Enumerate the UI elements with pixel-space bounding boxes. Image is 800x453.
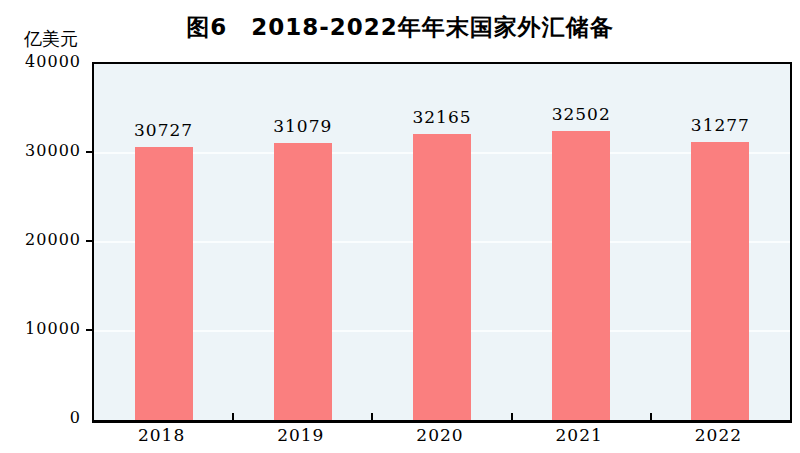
y-axis-tick-mark	[86, 329, 93, 331]
x-axis-boundary-tick	[650, 413, 652, 420]
bar-2022	[691, 142, 749, 420]
y-axis-tick-label: 0	[11, 408, 81, 427]
bar-2021	[552, 131, 610, 420]
x-axis-boundary-tick	[371, 413, 373, 420]
x-axis-boundary-tick	[511, 413, 513, 420]
chart-title: 图6 2018-2022年年末国家外汇储备	[0, 12, 800, 43]
x-axis-tick-label-2019: 2019	[231, 425, 370, 445]
bar-value-label-2020: 32165	[372, 107, 511, 127]
y-axis-tick-label: 10000	[11, 319, 81, 338]
bar-2019	[274, 143, 332, 420]
bar-2020	[413, 134, 471, 420]
bar-value-label-2018: 30727	[94, 120, 233, 140]
y-axis-tick-label: 40000	[11, 52, 81, 71]
y-axis-unit-label: 亿美元	[24, 27, 78, 51]
x-axis-tick-label-2020: 2020	[370, 425, 509, 445]
x-axis-tick-label-2021: 2021	[510, 425, 649, 445]
y-axis-tick-mark	[86, 240, 93, 242]
bar-value-label-2019: 31079	[233, 116, 372, 136]
bar-chart-figure: 图6 2018-2022年年末国家外汇储备 亿美元 30727310793216…	[0, 0, 800, 453]
bar-value-label-2022: 31277	[651, 115, 790, 135]
bar-2018	[135, 147, 193, 420]
y-axis-tick-label: 30000	[11, 141, 81, 160]
bar-value-label-2021: 32502	[512, 104, 651, 124]
x-axis-tick-label-2022: 2022	[649, 425, 788, 445]
y-axis-tick-label: 20000	[11, 230, 81, 249]
plot-area: 3072731079321653250231277	[92, 62, 792, 423]
x-axis-tick-label-2018: 2018	[92, 425, 231, 445]
x-axis-boundary-tick	[232, 413, 234, 420]
y-axis-tick-mark	[86, 151, 93, 153]
